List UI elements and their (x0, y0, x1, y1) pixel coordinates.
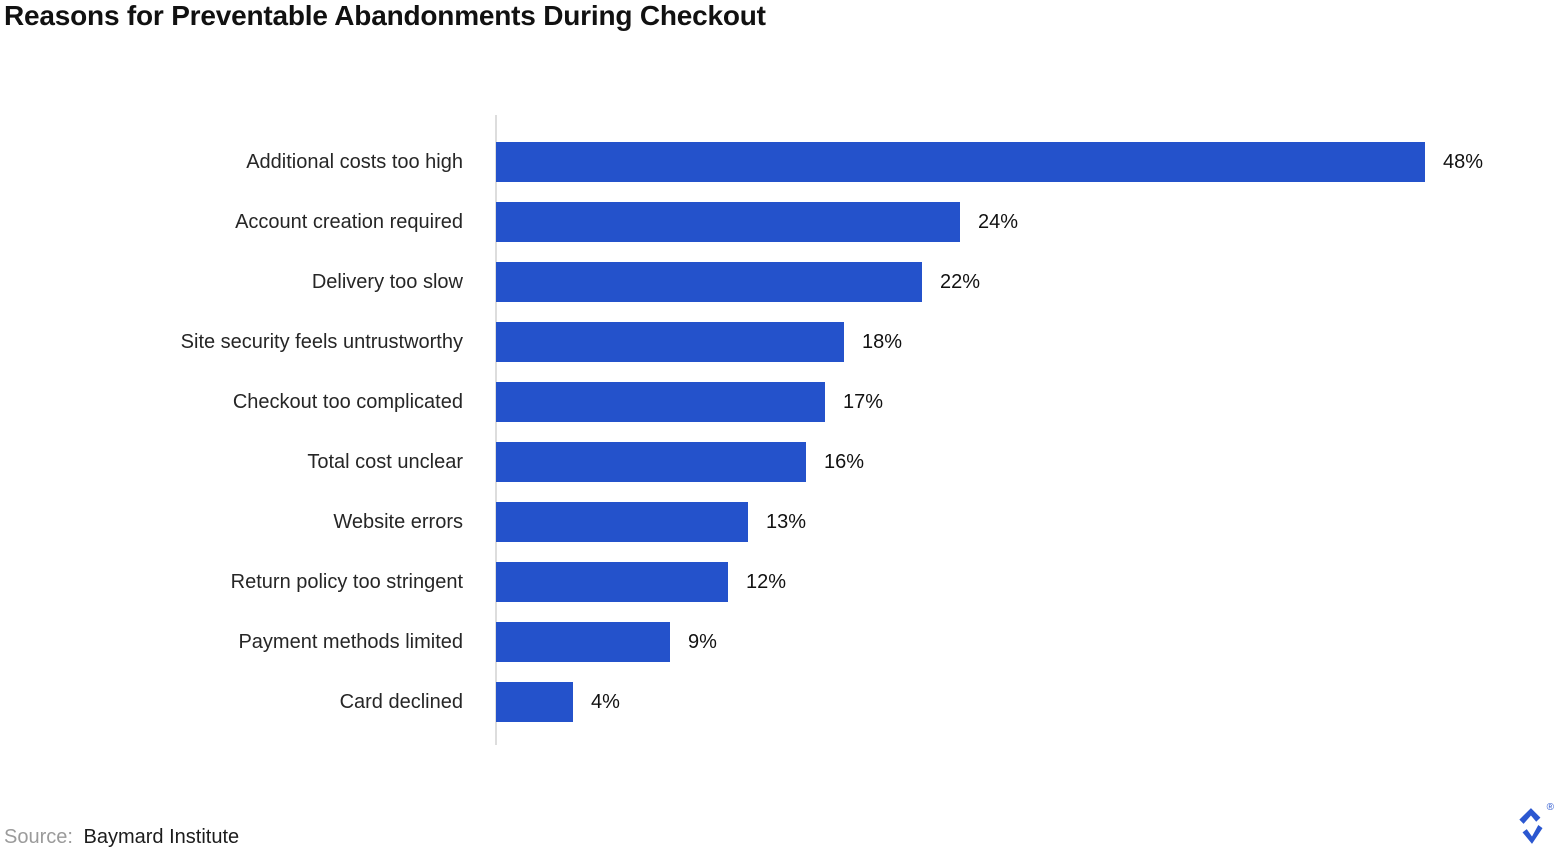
value-label: 4% (591, 690, 620, 713)
source-name-label: Baymard Institute (83, 826, 240, 848)
bar (496, 202, 960, 242)
category-label: Checkout too complicated (232, 390, 463, 413)
category-label: Payment methods limited (238, 630, 463, 653)
value-label: 48% (1443, 150, 1484, 173)
value-label: 17% (843, 390, 884, 413)
registered-trademark-icon: ® (1546, 802, 1554, 813)
chart-row: Account creation required 24% (0, 202, 1560, 242)
chart-row: Total cost unclear 16% (0, 442, 1560, 482)
bar (496, 502, 748, 542)
value-label: 18% (862, 330, 903, 353)
category-label: Site security feels untrustworthy (180, 330, 463, 353)
value-label: 12% (746, 570, 787, 593)
toptal-logo: ® (1518, 802, 1554, 848)
chart-row: Additional costs too high 48% (0, 142, 1560, 182)
bar (496, 562, 728, 602)
value-label: 24% (978, 210, 1019, 233)
source-prefix-label: Source: (4, 826, 73, 848)
category-label: Account creation required (235, 210, 463, 233)
chart-rows: Additional costs too high 48% Account crea… (0, 142, 1560, 722)
category-label: Website errors (333, 510, 463, 533)
chart-row: Delivery too slow 22% (0, 262, 1560, 302)
bar (496, 622, 670, 662)
chart-row: Site security feels untrustworthy 18% (0, 322, 1560, 362)
chart-row: Payment methods limited 9% (0, 622, 1560, 662)
bar (496, 682, 573, 722)
value-label: 16% (824, 450, 865, 473)
bar (496, 442, 806, 482)
value-label: 22% (940, 270, 981, 293)
value-label: 9% (688, 630, 717, 653)
bar (496, 142, 1425, 182)
category-label: Delivery too slow (311, 270, 463, 293)
chart-row: Return policy too stringent 12% (0, 562, 1560, 602)
bar (496, 382, 825, 422)
value-label: 13% (766, 510, 807, 533)
bar (496, 262, 922, 302)
chart-row: Checkout too complicated 17% (0, 382, 1560, 422)
toptal-logo-mark (1519, 808, 1543, 844)
category-label: Card declined (339, 690, 463, 713)
chart-title: Reasons for Preventable Abandonments Dur… (4, 0, 766, 31)
category-label: Total cost unclear (307, 450, 463, 473)
category-label: Additional costs too high (246, 150, 463, 173)
chart-row: Card declined 4% (0, 682, 1560, 722)
category-label: Return policy too stringent (230, 570, 463, 593)
source-line: Source: Baymard Institute (4, 826, 239, 849)
bar (496, 322, 844, 362)
chart-row: Website errors 13% (0, 502, 1560, 542)
y-axis-line (495, 115, 497, 745)
